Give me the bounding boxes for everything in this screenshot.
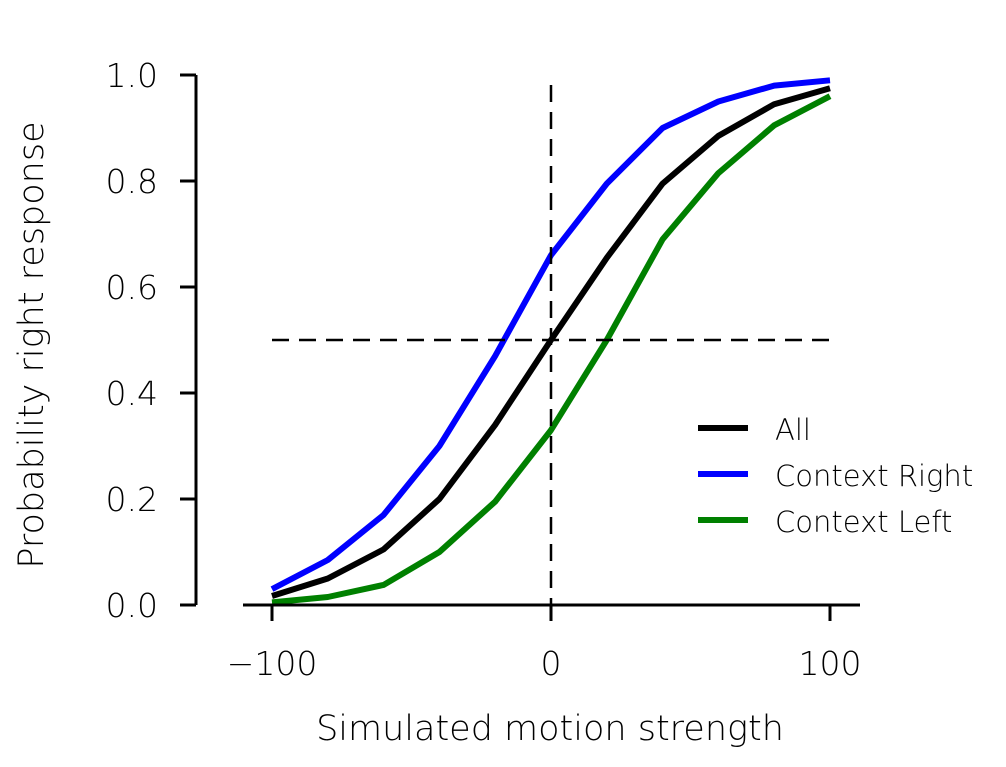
y-tick-label: 0.0	[106, 586, 158, 625]
y-tick-label: 0.8	[106, 162, 158, 201]
series-line-context-left	[271, 93, 832, 606]
legend-label: Context Right	[775, 459, 973, 493]
x-tick-label: 100	[799, 644, 862, 683]
reference-lines	[272, 85, 832, 605]
x-tick-label: −100	[227, 644, 318, 683]
legend-label: All	[775, 413, 811, 447]
y-tick-label: 1.0	[106, 56, 158, 95]
y-tick-label: 0.4	[106, 374, 158, 413]
legend-label: Context Left	[775, 505, 952, 539]
x-tick-label: 0	[541, 644, 562, 683]
y-tick-label: 0.2	[106, 480, 158, 519]
x-axis-title: Simulated motion strength	[316, 709, 784, 749]
legend: All Context Right Context Left	[698, 413, 973, 539]
y-axis-title: Probability right response	[12, 121, 52, 568]
ticks: 0.0 0.2 0.4 0.6 0.8 1.0 −100 0 100	[106, 56, 862, 683]
y-tick-label: 0.6	[106, 268, 158, 307]
